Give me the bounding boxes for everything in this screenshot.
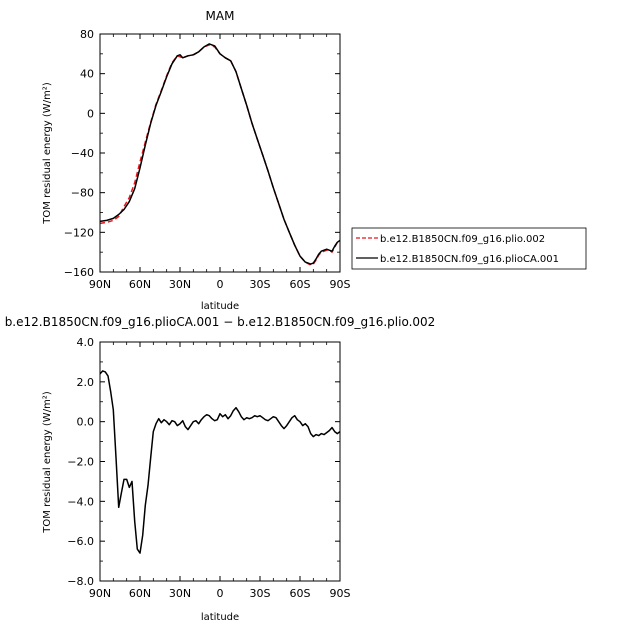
bottom-xtick-label: 60N: [129, 587, 151, 600]
bottom-chart-lines: [99, 370, 341, 554]
legend-box: [351, 227, 587, 270]
top-ytick-label: 0: [87, 107, 94, 120]
top-ytick-label: −80: [71, 187, 94, 200]
bottom-xtick-label: 30N: [169, 587, 191, 600]
top-series-line-0: [99, 44, 341, 266]
bottom-ytick-label: 4.0: [77, 336, 95, 349]
bottom-chart-ylabel: TOM residual energy (W/m²): [42, 391, 53, 534]
top-chart-xlabel: latitude: [201, 301, 239, 312]
bottom-chart: b.e12.B1850CN.f09_g16.plioCA.001 − b.e12…: [5, 315, 436, 623]
bottom-xtick-label: 0: [217, 587, 224, 600]
bottom-series-line-0: [99, 370, 341, 554]
top-xtick-label: 0: [217, 278, 224, 291]
bottom-ytick-label: −2.0: [67, 456, 94, 469]
bottom-chart-frame: [99, 341, 341, 582]
bottom-ytick-label: 2.0: [77, 376, 95, 389]
bottom-xtick-label: 60S: [290, 587, 311, 600]
bottom-ytick-label: 0.0: [77, 416, 95, 429]
bottom-xtick-label: 90N: [89, 587, 111, 600]
top-ytick-label: 80: [80, 28, 94, 41]
top-xtick-label: 30S: [250, 278, 271, 291]
legend-label-plio: b.e12.B1850CN.f09_g16.plio.002: [380, 234, 545, 245]
bottom-chart-title: b.e12.B1850CN.f09_g16.plioCA.001 − b.e12…: [5, 315, 436, 329]
top-ytick-label: −120: [64, 226, 94, 239]
top-chart-frame: [99, 33, 341, 273]
top-series-line-1: [99, 43, 341, 265]
top-ytick-label: −160: [64, 266, 94, 279]
top-chart-title: MAM: [206, 9, 235, 23]
bottom-ytick-label: −6.0: [67, 535, 94, 548]
bottom-xtick-label: 30S: [250, 587, 271, 600]
top-xtick-label: 90S: [330, 278, 351, 291]
top-chart-ylabel: TOM residual energy (W/m²): [42, 82, 53, 225]
top-ytick-label: −40: [71, 147, 94, 160]
bottom-ytick-label: −8.0: [67, 575, 94, 588]
top-xtick-label: 90N: [89, 278, 111, 291]
bottom-ytick-label: −4.0: [67, 495, 94, 508]
legend: b.e12.B1850CN.f09_g16.plio.002 b.e12.B18…: [351, 227, 587, 270]
bottom-chart-xlabel: latitude: [201, 612, 239, 623]
top-chart: MAM latitude TOM residual energy (W/m²) …: [42, 9, 351, 312]
top-ytick-label: 40: [80, 68, 94, 81]
legend-label-plioca: b.e12.B1850CN.f09_g16.plioCA.001: [380, 254, 559, 265]
bottom-chart-ticks: 90N 60N 30N 0 30S 60S 90S 4.0 2.0 0.0 −2.0 −4.0 −6.0…: [67, 336, 350, 600]
bottom-xtick-label: 90S: [330, 587, 351, 600]
top-xtick-label: 60N: [129, 278, 151, 291]
top-chart-lines: [99, 43, 341, 266]
top-chart-ticks: 90N 60N 30N 0 30S 60S 90S 80 40 0 −40 −80 −120 −160: [64, 28, 351, 291]
top-xtick-label: 60S: [290, 278, 311, 291]
top-xtick-label: 30N: [169, 278, 191, 291]
